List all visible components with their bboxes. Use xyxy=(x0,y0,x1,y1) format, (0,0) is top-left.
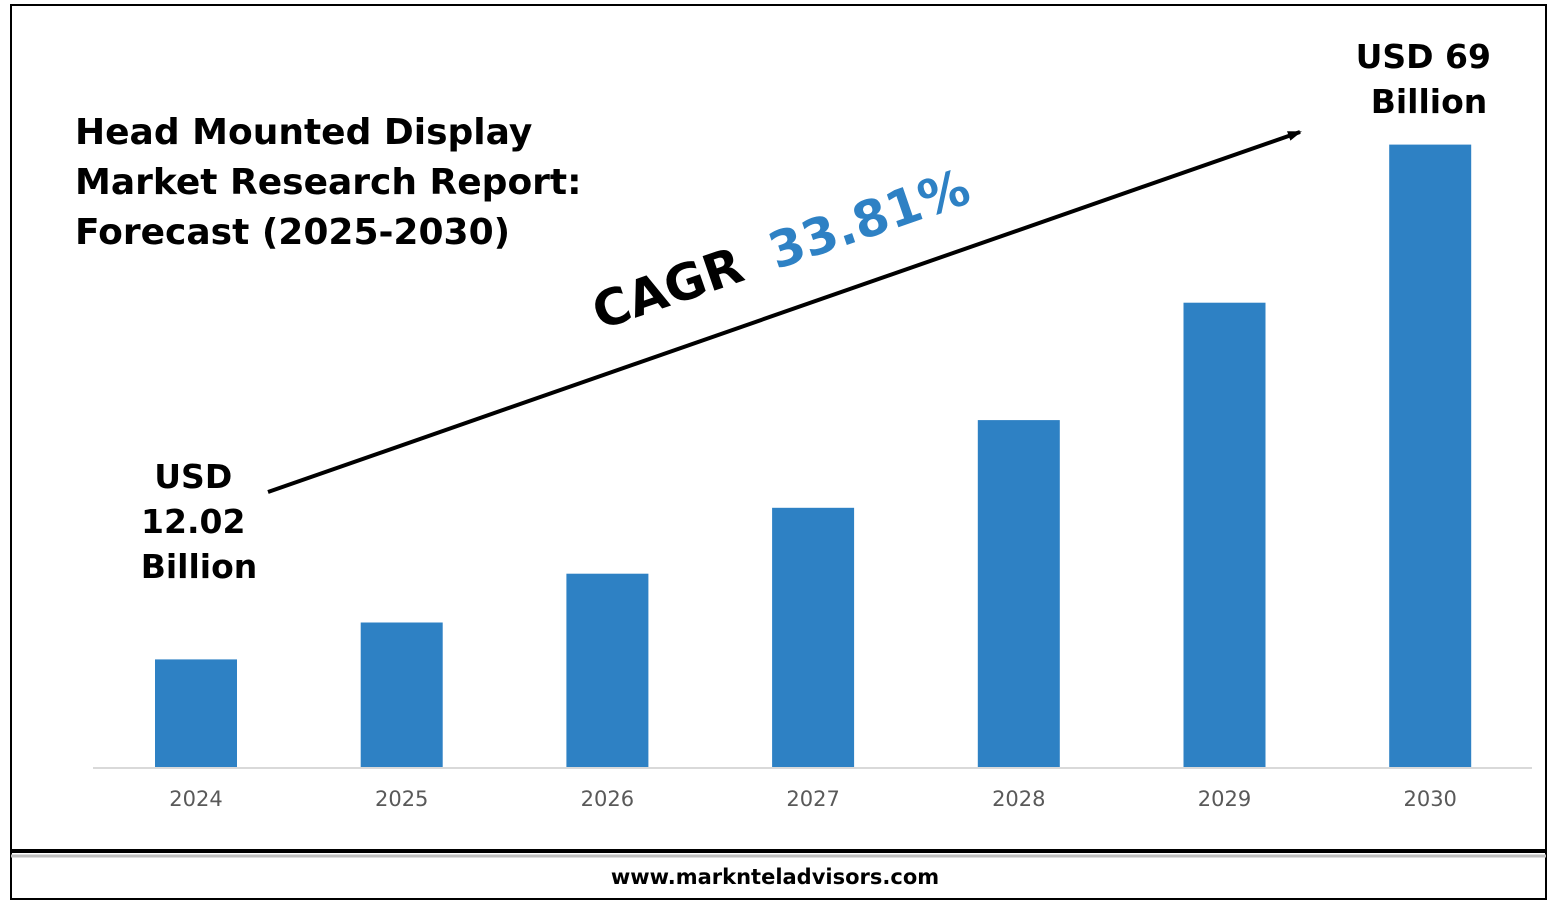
bar-2029 xyxy=(1183,302,1266,768)
end-value-label: USD 69 Billion xyxy=(1356,37,1503,121)
x-tick-2030: 2030 xyxy=(1403,787,1456,811)
end-label-line-1: USD 69 xyxy=(1356,37,1491,76)
start-label-line-2: 12.02 xyxy=(141,502,245,541)
title-line-1: Head Mounted Display xyxy=(75,112,532,153)
chart-title: Head Mounted Display Market Research Rep… xyxy=(75,112,587,253)
start-label-line-1: USD xyxy=(154,457,232,496)
bar-2025 xyxy=(360,622,443,768)
bar-2027 xyxy=(772,507,855,768)
start-value-label: USD 12.02 Billion xyxy=(141,457,258,586)
bars xyxy=(155,144,1472,769)
title-line-2: Market Research Report: xyxy=(75,162,582,203)
x-tick-2026: 2026 xyxy=(581,787,634,811)
title-line-3: Forecast (2025-2030) xyxy=(75,212,510,253)
x-tick-2027: 2027 xyxy=(786,787,839,811)
x-tick-2024: 2024 xyxy=(169,787,222,811)
cagr-text: CAGR xyxy=(585,236,750,341)
x-tick-2029: 2029 xyxy=(1198,787,1251,811)
cagr-value: 33.81% xyxy=(761,158,977,281)
bar-2026 xyxy=(566,573,649,768)
bar-2028 xyxy=(977,420,1060,768)
x-tick-2025: 2025 xyxy=(375,787,428,811)
trend-arrow xyxy=(267,130,1302,494)
bar-2030 xyxy=(1389,144,1472,769)
x-tick-labels: 2024 2025 2026 2027 2028 2029 2030 xyxy=(169,787,1457,811)
end-label-line-2: Billion xyxy=(1371,82,1488,121)
start-label-line-3: Billion xyxy=(141,547,258,586)
x-tick-2028: 2028 xyxy=(992,787,1045,811)
bar-2024 xyxy=(155,659,237,768)
footer-website: www.marknteladvisors.com xyxy=(611,865,939,889)
